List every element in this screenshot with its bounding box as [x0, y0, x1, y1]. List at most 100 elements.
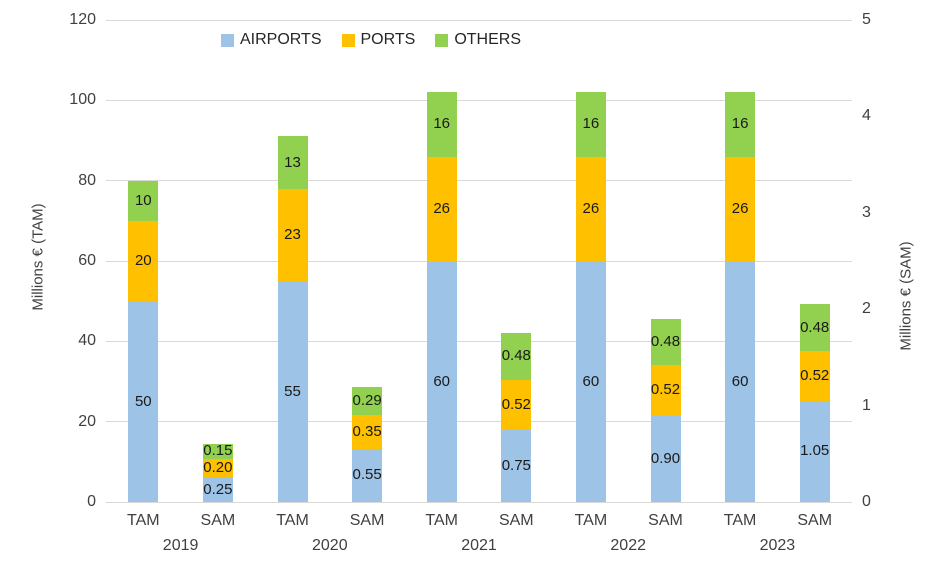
legend: AIRPORTS PORTS OTHERS — [221, 31, 521, 49]
bar-segment-others — [426, 92, 457, 157]
bar-segment-ports — [128, 220, 159, 302]
bar-segment-label: 0.55 — [352, 466, 382, 484]
x-axis-year-label: 2020 — [312, 537, 348, 554]
gridline — [106, 99, 852, 101]
bar-segment-airports — [501, 429, 532, 502]
bar-segment-label: 23 — [284, 225, 301, 243]
bar-segment-label: 0.48 — [650, 332, 681, 350]
x-axis-category-label: TAM — [425, 512, 458, 529]
bar-segment-airports — [202, 477, 233, 502]
bar-segment-label: 20 — [134, 252, 152, 269]
bar-segment-others — [352, 387, 383, 416]
bar-segment-others — [575, 92, 606, 157]
left-axis-tick-label: 120 — [69, 11, 96, 28]
left-axis-tick-label: 0 — [87, 493, 96, 510]
bar-segment-label: 0.90 — [650, 449, 681, 467]
left-axis-tick-label: 40 — [78, 332, 96, 350]
bar-segment-label: 0.15 — [203, 442, 233, 460]
legend-swatch-icon — [221, 33, 234, 47]
bar-segment-ports — [799, 350, 830, 401]
x-axis-category-label: TAM — [723, 512, 757, 529]
legend-label: PORTS — [360, 31, 416, 48]
legend-label: AIRPORTS — [240, 31, 322, 48]
x-axis-category-label: SAM — [797, 512, 833, 529]
legend-swatch-icon — [341, 33, 355, 47]
bar-segment-label: 0.75 — [501, 456, 531, 474]
legend-label: OTHERS — [454, 31, 521, 48]
left-axis-tick-label: 100 — [69, 91, 96, 109]
bar-segment-label: 16 — [731, 115, 749, 133]
gridline — [106, 501, 852, 503]
bar-segment-others — [799, 304, 830, 351]
bar-segment-others — [501, 333, 532, 380]
bar-segment-label: 0.52 — [650, 381, 681, 399]
bar-segment-label: 0.29 — [352, 392, 382, 410]
legend-swatch-icon — [435, 33, 449, 47]
bar-segment-airports — [575, 261, 606, 502]
bar-segment-ports — [575, 156, 606, 261]
bar-segment-label: 16 — [433, 115, 451, 133]
bar-segment-label: 60 — [433, 372, 451, 390]
bar-segment-label: 60 — [731, 372, 749, 390]
bar-segment-label: 0.20 — [203, 459, 233, 477]
bar-segment-label: 0.35 — [352, 423, 382, 441]
bar-segment-label: 1.05 — [800, 442, 830, 460]
bar-segment-airports — [277, 281, 308, 502]
bar-segment-others — [128, 180, 159, 221]
right-axis-tick-label: 4 — [862, 107, 871, 125]
bar-segment-label: 16 — [582, 115, 600, 133]
bar-segment-airports — [426, 261, 457, 502]
bar-segment-others — [277, 136, 308, 189]
bar-segment-others — [202, 444, 233, 459]
x-axis-category-label: TAM — [276, 512, 309, 529]
right-axis-tick-label: 5 — [862, 11, 871, 28]
bar-segment-label: 0.48 — [800, 318, 830, 336]
right-axis-tick-label: 1 — [862, 396, 871, 414]
right-axis-tick-label: 0 — [862, 493, 871, 510]
gridline — [106, 260, 852, 262]
x-axis-category-label: TAM — [574, 512, 608, 529]
bar-segment-label: 10 — [134, 191, 152, 209]
bar-segment-label: 26 — [433, 199, 451, 217]
bar-segment-airports — [799, 400, 830, 502]
bar-segment-ports — [426, 156, 457, 261]
bar-segment-label: 0.52 — [501, 395, 531, 413]
legend-item-airports: AIRPORTS — [221, 31, 322, 49]
x-axis-year-label: 2019 — [162, 537, 199, 554]
bar-segment-ports — [725, 156, 756, 261]
bar-segment-airports — [725, 261, 756, 502]
x-axis-category-label: SAM — [349, 512, 385, 529]
x-axis-category-label: SAM — [648, 512, 683, 529]
bar-segment-ports — [277, 188, 308, 282]
bar-segment-label: 26 — [582, 199, 600, 217]
gridline — [106, 421, 852, 423]
left-axis-tick-label: 80 — [78, 171, 96, 189]
legend-item-others: OTHERS — [435, 31, 521, 49]
left-axis-tick-label: 60 — [78, 252, 96, 269]
x-axis-category-label: TAM — [127, 512, 160, 529]
bar-segment-others — [725, 92, 756, 157]
bar-segment-label: 0.48 — [501, 347, 531, 365]
bar-segment-ports — [352, 415, 383, 449]
bar-segment-label: 55 — [284, 382, 301, 400]
bar-segment-airports — [352, 448, 383, 502]
legend-item-ports: PORTS — [341, 31, 416, 49]
x-axis-category-label: SAM — [498, 512, 534, 529]
x-axis-year-label: 2023 — [759, 537, 796, 554]
bar-segment-label: 0.25 — [203, 480, 233, 498]
bar-segment-ports — [501, 379, 532, 430]
bar-segment-label: 13 — [284, 153, 301, 171]
bar-segment-airports — [650, 415, 681, 502]
bar-segment-label: 50 — [134, 392, 152, 410]
bar-segment-ports — [650, 365, 681, 416]
gridline — [106, 19, 852, 21]
bar-segment-label: 60 — [582, 372, 600, 390]
right-axis-tick-label: 3 — [862, 203, 871, 221]
right-axis-tick-label: 2 — [862, 300, 871, 318]
bar-segment-label: 0.52 — [800, 366, 830, 384]
gridline — [106, 180, 852, 182]
x-axis-year-label: 2021 — [461, 537, 497, 554]
x-axis-category-label: SAM — [200, 512, 236, 529]
x-axis-year-label: 2022 — [610, 537, 646, 554]
